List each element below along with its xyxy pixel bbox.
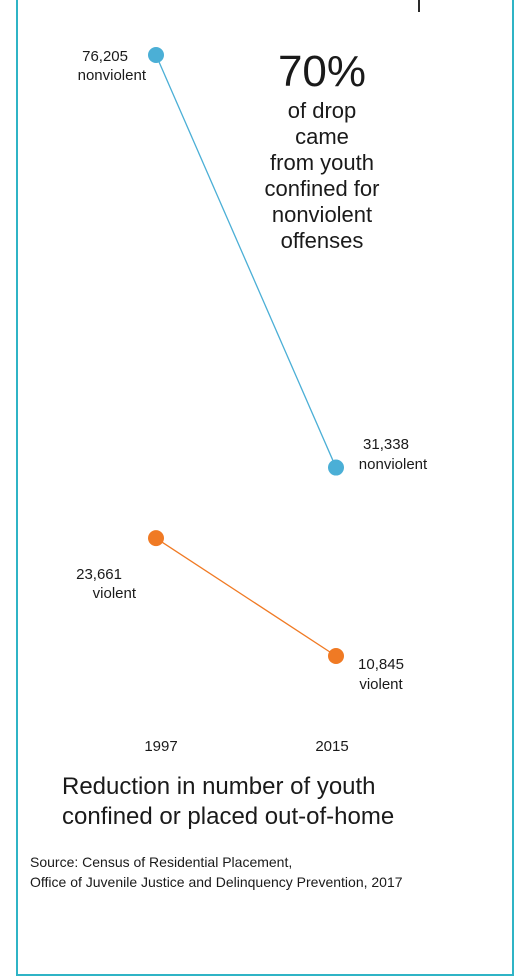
violent-point-2015 [328,648,344,664]
nonviolent-value-2015: 31,338 [363,436,409,453]
annotation-callout: 70% of drop came from youth confined for… [222,48,422,254]
nonviolent-line [155,54,337,468]
annotation-headline: 70% [277,47,367,96]
annotation-line: of drop [287,98,357,123]
annotation-line: confined for [264,176,380,201]
violent-point-1997 [148,530,164,547]
chart-caption: Reduction in number of youth confined or… [62,772,492,832]
nonviolent-value-1997: 76,205 [82,48,128,65]
x-tick-1997: 1997 [144,738,177,755]
source-line: Source: Census of Residential Placement, [30,854,293,870]
annotation-text: of drop came from youth confined for non… [222,98,422,254]
violent-value-1997: 23,661 [76,566,122,583]
violent-name-2015: violent [359,676,403,693]
source-note: Source: Census of Residential Placement,… [30,852,510,892]
nonviolent-name-1997: nonviolent [78,67,147,84]
violent-value-2015: 10,845 [358,656,404,673]
nonviolent-point-2015 [328,459,344,476]
source-line: Office of Juvenile Justice and Delinquen… [30,874,403,890]
nonviolent-name-2015: nonviolent [359,456,428,473]
violent-line [155,537,337,657]
x-tick-2015: 2015 [315,738,348,755]
connector-line [418,0,420,12]
nonviolent-point-1997 [148,47,164,63]
caption-line: confined or placed out-of-home [62,803,395,830]
slope-chart: 76,205 nonviolent 31,338 nonviolent 23,6… [76,47,428,755]
violent-name-1997: violent [93,585,137,602]
annotation-line: nonviolent [271,202,373,227]
violent-series: 23,661 violent 10,845 violent [76,530,404,693]
annotation-line: from youth [270,150,374,175]
annotation-line: came [295,124,349,149]
annotation-line: offenses [280,228,364,253]
nonviolent-series: 76,205 nonviolent 31,338 nonviolent [78,47,428,476]
caption-line: Reduction in number of youth [62,773,376,800]
